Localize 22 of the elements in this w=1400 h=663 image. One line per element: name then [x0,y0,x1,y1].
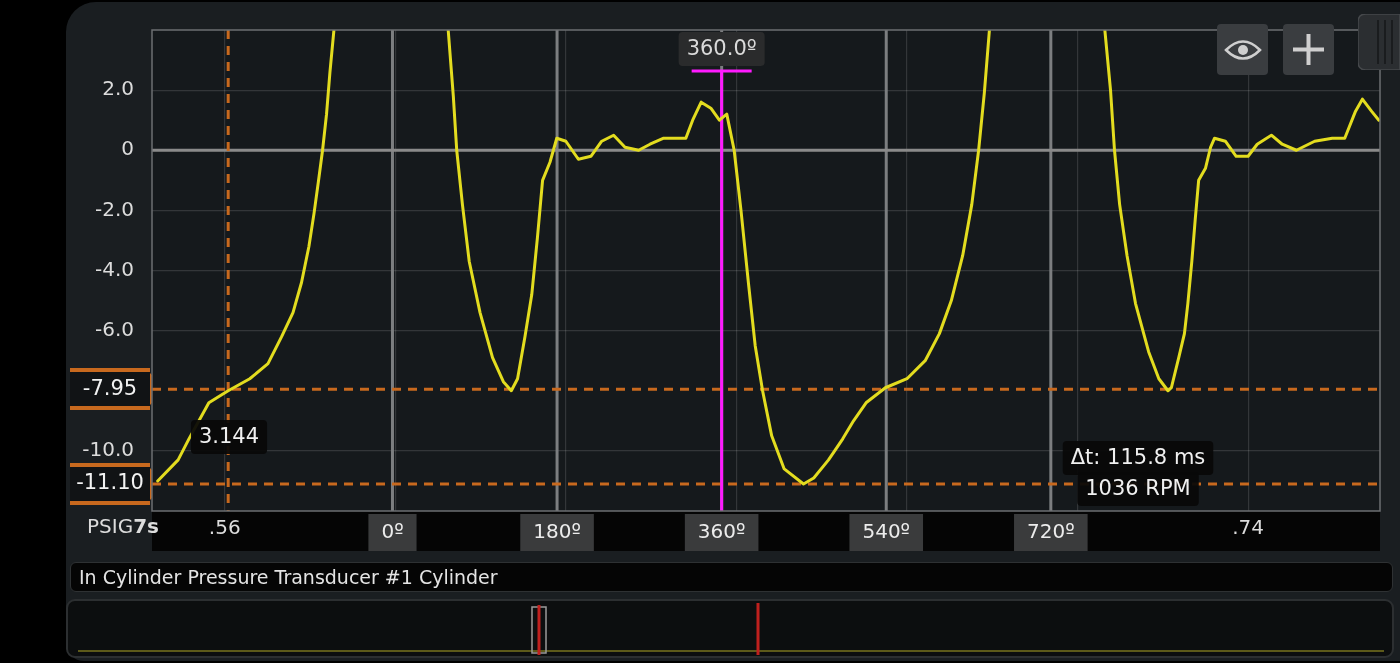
x-tick-label: .56 [208,515,241,540]
x2-tick-label: 0º [381,519,404,544]
x2-tick-label: 360º [697,519,746,544]
x-axis-title: 7s [133,514,159,539]
ref-line-label: 360.0º [686,36,757,61]
x2-tick-label: 720º [1027,519,1075,544]
y-axis-title: PSIG [87,514,134,539]
ref-line-label: -7.95 [82,375,138,400]
y-tick-label: -2.0 [94,196,134,221]
y-tick-label: -4.0 [94,256,134,281]
x2-tick-label: 540º [862,519,911,544]
x-tick-label: .74 [1232,515,1265,540]
y-tick-label: -10.0 [82,437,134,462]
channel-bar: In Cylinder Pressure Transducer #1 Cylinder [70,562,1393,592]
annotation: 1036 RPM [1085,476,1191,501]
ref-line-label: -11.10 [76,470,144,495]
annotation: 3.144 [198,424,260,449]
annotation: Δt: 115.8 ms [1070,445,1206,470]
x2-tick-label: 180º [533,519,581,544]
y-tick-label: -6.0 [94,316,134,341]
y-tick-label: 2.0 [102,76,134,101]
y-tick-label: 0 [121,136,134,161]
